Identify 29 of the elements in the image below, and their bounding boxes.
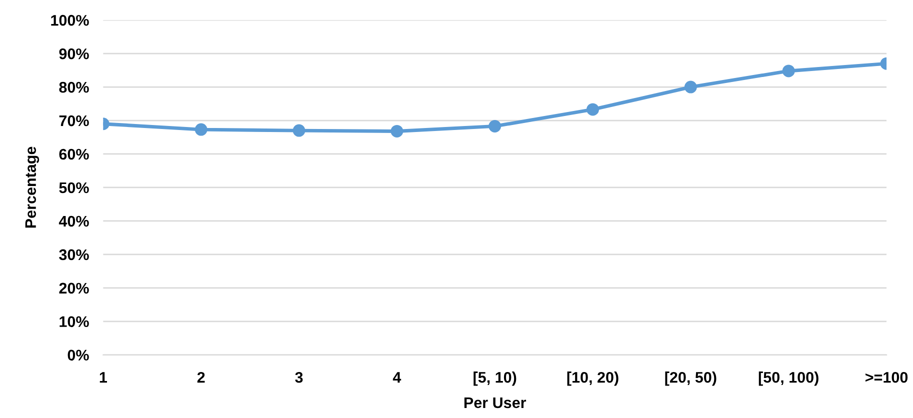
x-tick-label: 3 (295, 372, 303, 383)
x-tick-label: >=100 (866, 372, 908, 383)
point (292, 124, 306, 137)
y-tick-label: 30% (59, 249, 89, 260)
y-tick-label: 90% (59, 48, 89, 60)
x-tick-label: [50, 100) (758, 372, 818, 386)
point (782, 64, 795, 78)
y-tick-label: 10% (60, 316, 89, 328)
point (684, 80, 697, 94)
point (194, 123, 208, 136)
y-tick-label: 70% (59, 115, 89, 126)
x-axis-title: Per User (464, 397, 526, 408)
y-tick-label: 80% (59, 82, 89, 93)
y-axis-title: Percentage (25, 146, 40, 228)
x-tick-label: 1 (100, 372, 107, 383)
x-tick-label: 2 (197, 372, 205, 383)
x-tick-label: [10, 20) (567, 372, 618, 386)
y-tick-label: 20% (59, 282, 89, 294)
point (586, 103, 600, 116)
y-tick-label: 0% (68, 350, 89, 361)
y-tick-label: 60% (59, 148, 89, 160)
point (390, 124, 404, 138)
y-tick-label: 100% (51, 14, 89, 26)
x-tick-label: [20, 50) (665, 372, 716, 386)
y-tick-label: 50% (59, 182, 89, 194)
point (488, 120, 502, 132)
x-tick-label: 4 (392, 372, 402, 383)
y-tick-label: 40% (58, 216, 89, 227)
x-tick-label: [5, 10) (474, 372, 516, 386)
